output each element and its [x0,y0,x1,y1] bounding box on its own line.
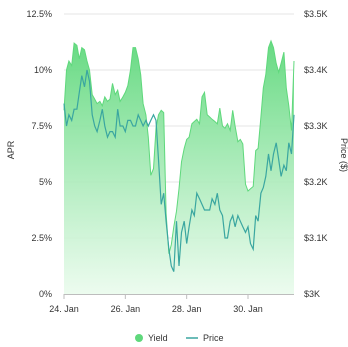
left-tick-label: 7.5% [31,121,52,131]
legend-yield-marker [135,334,143,342]
left-tick-label: 10% [34,65,52,75]
right-tick-label: $3.4K [304,65,328,75]
right-tick-label: $3.5K [304,9,328,19]
left-tick-label: 0% [39,289,52,299]
right-tick-label: $3.2K [304,177,328,187]
right-axis-ticks: $3K $3.1K $3.2K $3.3K $3.4K $3.5K [304,9,328,299]
legend-yield-label: Yield [148,333,168,343]
left-tick-label: 2.5% [31,233,52,243]
x-tick-label: 28. Jan [172,304,202,314]
yield-line[interactable] [63,39,295,254]
x-axis-ticks: 24. Jan 26. Jan 28. Jan 30. Jan [49,294,263,314]
right-tick-label: $3.3K [304,121,328,131]
left-tick-label: 12.5% [26,9,52,19]
right-axis-title: Price ($) [339,138,348,172]
x-tick-label: 24. Jan [49,304,79,314]
price-line[interactable] [63,69,295,272]
left-tick-label: 5% [39,177,52,187]
x-tick-label: 26. Jan [111,304,141,314]
legend: Yield Price [135,333,224,343]
legend-item-price[interactable]: Price [186,333,224,343]
right-tick-label: $3K [304,289,320,299]
left-axis-title: APR [6,140,16,159]
legend-item-yield[interactable]: Yield [135,333,168,343]
x-tick-label: 30. Jan [233,304,263,314]
left-axis-ticks: 0% 2.5% 5% 7.5% 10% 12.5% [26,9,52,299]
yield-area[interactable] [64,40,294,295]
legend-price-label: Price [203,333,224,343]
right-tick-label: $3.1K [304,233,328,243]
